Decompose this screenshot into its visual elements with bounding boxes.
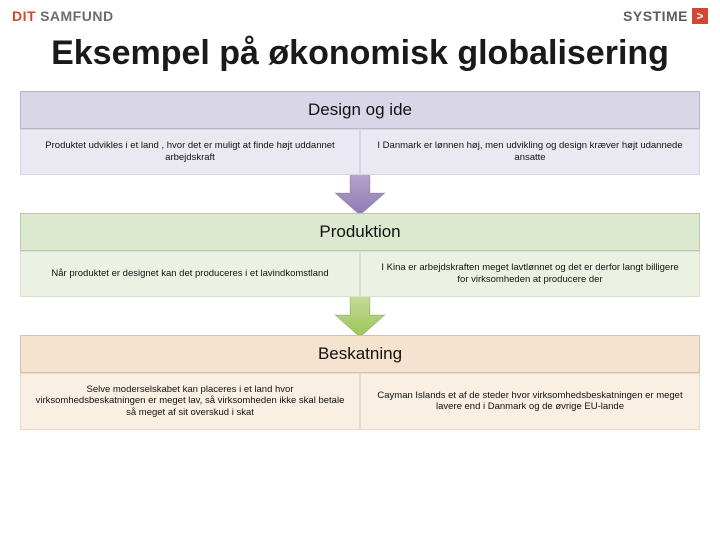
flow-block: Beskatning Selve moderselskabet kan plac… xyxy=(20,335,700,431)
block-cell-right: I Kina er arbejdskraften meget lavtlønne… xyxy=(360,251,700,297)
logo-left: DIT SAMFUND xyxy=(12,8,114,24)
block-header: Design og ide xyxy=(20,91,700,129)
arrow-down-icon xyxy=(20,295,700,337)
page-title: Eksempel på økonomisk globalisering xyxy=(0,34,720,73)
flow-stack: Design og ide Produktet udvikles i et la… xyxy=(20,91,700,430)
block-header: Produktion xyxy=(20,213,700,251)
flow-block: Design og ide Produktet udvikles i et la… xyxy=(20,91,700,175)
block-cell-left: Produktet udvikles i et land , hvor det … xyxy=(20,129,360,175)
topbar: DIT SAMFUND SYSTIME > xyxy=(0,0,720,32)
block-header: Beskatning xyxy=(20,335,700,373)
block-row: Når produktet er designet kan det produc… xyxy=(20,251,700,297)
arrow-down-icon xyxy=(20,173,700,215)
logo-right-text: SYSTIME xyxy=(623,8,688,24)
flow-block: Produktion Når produktet er designet kan… xyxy=(20,213,700,297)
block-cell-left: Selve moderselskabet kan placeres i et l… xyxy=(20,373,360,431)
block-row: Produktet udvikles i et land , hvor det … xyxy=(20,129,700,175)
block-cell-left: Når produktet er designet kan det produc… xyxy=(20,251,360,297)
logo-right: SYSTIME > xyxy=(623,8,708,24)
logo-left-part2: SAMFUND xyxy=(40,8,114,24)
logo-left-part1: DIT xyxy=(12,8,36,24)
block-row: Selve moderselskabet kan placeres i et l… xyxy=(20,373,700,431)
block-cell-right: Cayman Islands et af de steder hvor virk… xyxy=(360,373,700,431)
chevron-right-icon: > xyxy=(692,8,708,24)
block-cell-right: I Danmark er lønnen høj, men udvikling o… xyxy=(360,129,700,175)
